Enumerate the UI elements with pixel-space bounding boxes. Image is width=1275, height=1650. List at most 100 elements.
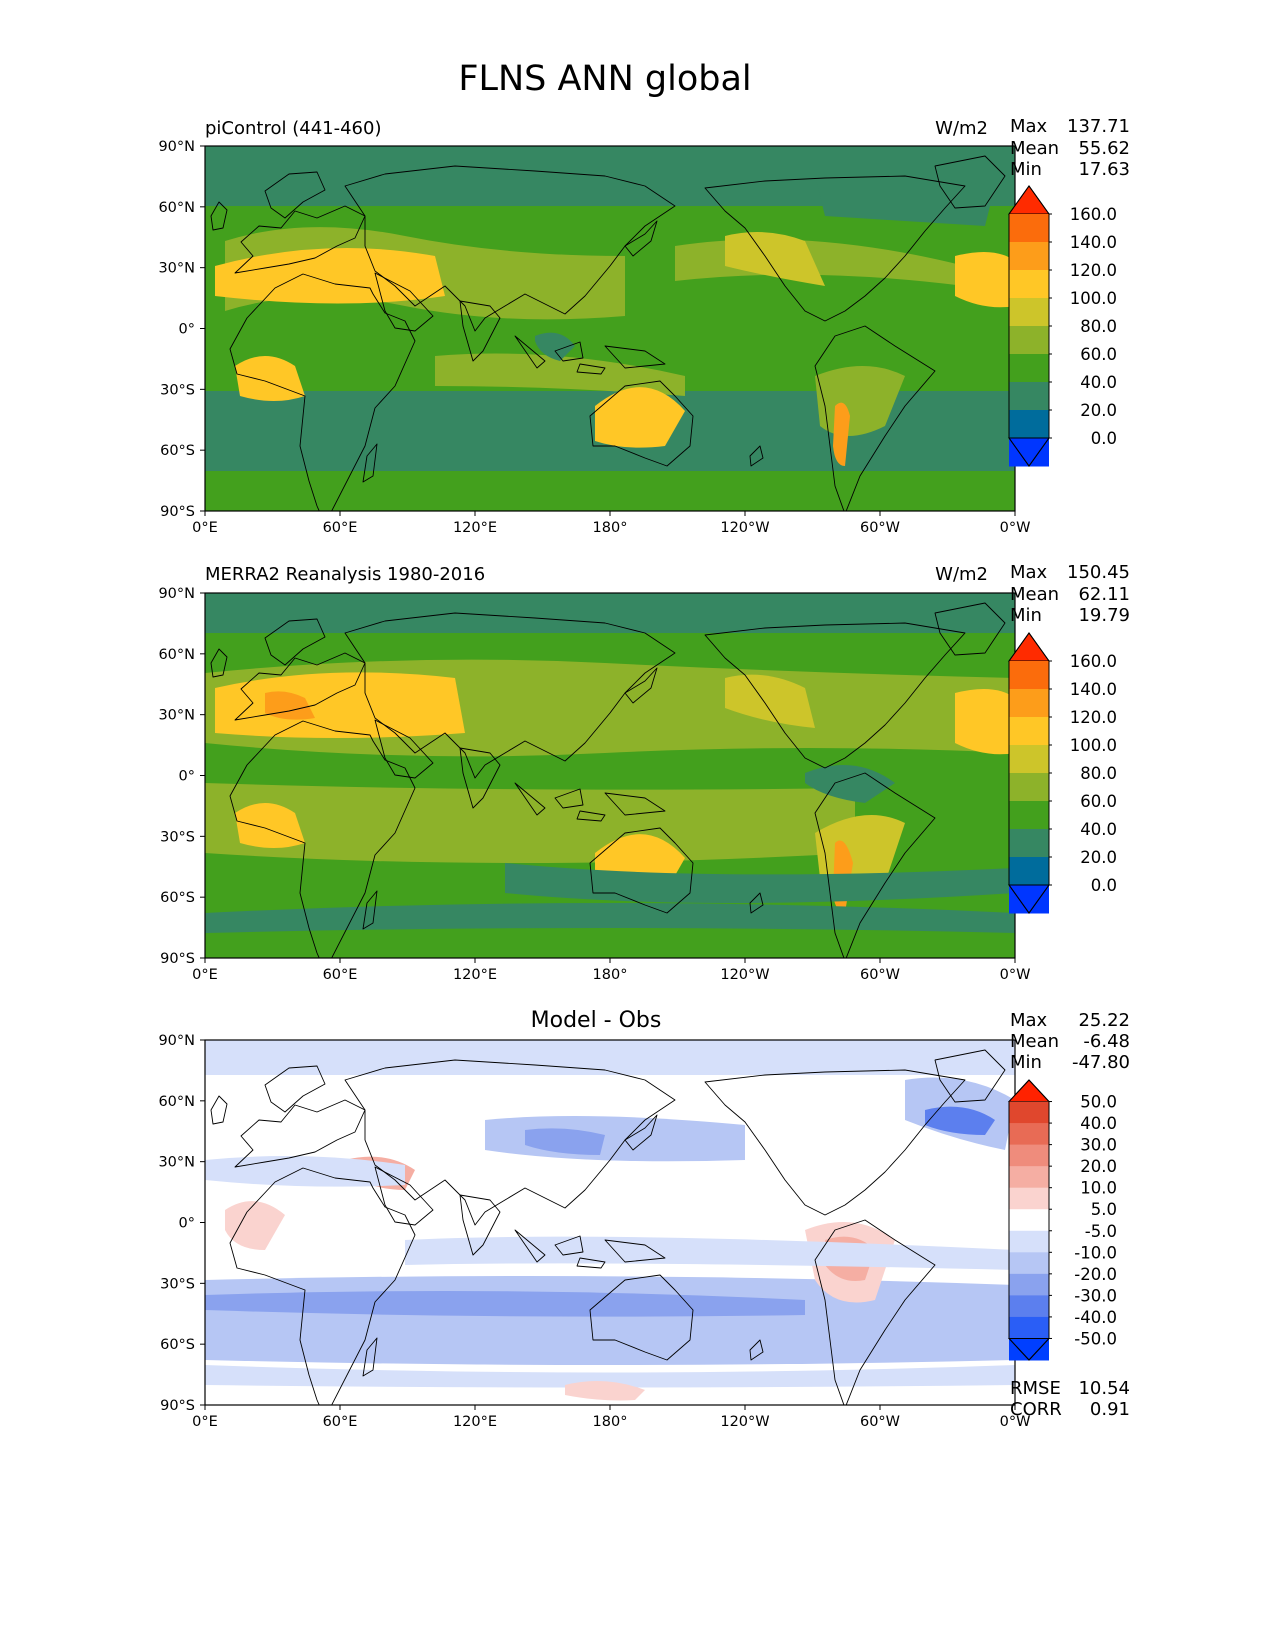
colorbar-segment — [1009, 1295, 1049, 1318]
colorbar-label: -5.0 — [1085, 1222, 1117, 1241]
map-field — [205, 146, 1015, 511]
y-tick-label: 90°N — [158, 586, 195, 602]
y-tick-label: 30°N — [158, 708, 195, 724]
colorbar-label: -50.0 — [1074, 1329, 1117, 1348]
y-tick-label: 30°S — [160, 382, 195, 398]
x-tick-label: 120°W — [720, 520, 769, 536]
colorbar: 160.0 140.0 120.0 100.0 80.0 60.0 40.0 20.0 0.0 — [1008, 185, 1117, 467]
y-tick-label: 90°S — [160, 1398, 195, 1414]
colorbar-segment — [1009, 717, 1049, 746]
y-tick-label: 90°S — [160, 951, 195, 967]
stat-value-min: 17.63 — [1078, 159, 1130, 180]
colorbar-label: 80.0 — [1080, 764, 1117, 783]
colorbar-segment — [1009, 773, 1049, 802]
colorbar-segment — [1009, 1187, 1049, 1210]
stat-label-min: Min — [1010, 159, 1042, 180]
colorbar-segment — [1009, 1316, 1049, 1339]
x-tick-label: 120°W — [720, 1414, 769, 1430]
y-tick-label: 0° — [179, 769, 195, 785]
stat-label-min: Min — [1010, 605, 1042, 626]
x-tick-label: 0°E — [192, 520, 218, 536]
x-tick-label: 60°E — [323, 1414, 358, 1430]
x-tick-label: 60°W — [860, 520, 900, 536]
y-tick-label: 30°S — [160, 829, 195, 845]
x-tick-label: 60°E — [323, 520, 358, 536]
stat-value-min: 19.79 — [1078, 605, 1130, 626]
y-tick-label: 60°S — [160, 890, 195, 906]
stat-value-mean: 62.11 — [1078, 584, 1130, 605]
stat-value-mean: -6.48 — [1083, 1031, 1130, 1052]
panel-units: W/m2 — [935, 564, 988, 585]
y-tick-label: 90°S — [160, 504, 195, 520]
metric-value-rmse: 10.54 — [1078, 1378, 1130, 1399]
x-tick-label: 120°W — [720, 967, 769, 983]
panel-title: piControl (441-460) — [205, 118, 381, 139]
colorbar-label: 5.0 — [1091, 1200, 1117, 1219]
figure-title: FLNS ANN global — [458, 59, 751, 99]
x-tick-label: 180° — [593, 967, 628, 983]
panel-difference: Model - Obs — [158, 1008, 1130, 1430]
colorbar: 160.0 140.0 120.0 100.0 80.0 60.0 40.0 20.0 0.0 — [1008, 632, 1117, 914]
colorbar-label: 100.0 — [1070, 736, 1117, 755]
metric-value-corr: 0.91 — [1090, 1399, 1130, 1420]
panel-title: Model - Obs — [531, 1008, 662, 1033]
colorbar-label: 20.0 — [1080, 1157, 1117, 1176]
stat-value-max: 25.22 — [1078, 1010, 1130, 1031]
y-tick-label: 60°S — [160, 443, 195, 459]
x-tick-label: 0°E — [192, 967, 218, 983]
colorbar-segment — [1009, 298, 1049, 327]
y-tick-label: 90°N — [158, 1033, 195, 1049]
stat-label-mean: Mean — [1010, 584, 1059, 605]
panel-picontrol: piControl (441-460) W/m2 — [158, 116, 1130, 536]
panel-merra2: MERRA2 Reanalysis 1980-2016 W/m2 — [158, 562, 1130, 983]
colorbar-label: 20.0 — [1080, 848, 1117, 867]
colorbar-segment — [1009, 242, 1049, 271]
stat-label-mean: Mean — [1010, 138, 1059, 159]
x-tick-label: 60°W — [860, 1414, 900, 1430]
colorbar-label: 40.0 — [1080, 1114, 1117, 1133]
colorbar-label: 80.0 — [1080, 317, 1117, 336]
colorbar-label: 40.0 — [1080, 820, 1117, 839]
y-tick-label: 60°N — [158, 1094, 195, 1110]
x-tick-label: 120°E — [453, 1414, 497, 1430]
y-tick-label: 30°N — [158, 1155, 195, 1171]
x-tick-label: 120°E — [453, 520, 497, 536]
map-field — [205, 1040, 1015, 1405]
colorbar-segment — [1009, 354, 1049, 383]
y-tick-label: 60°N — [158, 647, 195, 663]
colorbar-label: 60.0 — [1080, 792, 1117, 811]
colorbar-segment — [1009, 1166, 1049, 1189]
colorbar-label: 140.0 — [1070, 680, 1117, 699]
colorbar-segment — [1009, 801, 1049, 830]
colorbar-segment — [1009, 214, 1049, 243]
stat-label-max: Max — [1010, 116, 1048, 137]
colorbar-segment — [1009, 1144, 1049, 1167]
stat-value-min: -47.80 — [1072, 1052, 1130, 1073]
colorbar-label: 0.0 — [1091, 429, 1117, 448]
stat-value-max: 150.45 — [1067, 562, 1130, 583]
y-tick-label: 60°N — [158, 200, 195, 216]
colorbar-label: 160.0 — [1070, 652, 1117, 671]
x-tick-label: 0°W — [1000, 967, 1031, 983]
colorbar-label: 40.0 — [1080, 373, 1117, 392]
colorbar-label: -20.0 — [1074, 1265, 1117, 1284]
colorbar-label: 10.0 — [1080, 1179, 1117, 1198]
colorbar-label: 120.0 — [1070, 261, 1117, 280]
panel-title: MERRA2 Reanalysis 1980-2016 — [205, 564, 485, 585]
colorbar-segment — [1009, 1252, 1049, 1275]
stat-label-min: Min — [1010, 1052, 1042, 1073]
colorbar-label: 20.0 — [1080, 401, 1117, 420]
colorbar-label: 140.0 — [1070, 233, 1117, 252]
colorbar-label: -30.0 — [1074, 1286, 1117, 1305]
stat-label-max: Max — [1010, 562, 1048, 583]
colorbar-label: 120.0 — [1070, 708, 1117, 727]
colorbar: 50.0 40.0 30.0 20.0 10.0 5.0 -5.0 -10.0 -20.0 -30… — [1007, 1079, 1117, 1361]
y-tick-label: 0° — [179, 1216, 195, 1232]
map-field — [205, 593, 1015, 958]
colorbar-label: 30.0 — [1080, 1136, 1117, 1155]
x-tick-label: 180° — [593, 1414, 628, 1430]
x-tick-label: 60°E — [323, 967, 358, 983]
x-tick-label: 180° — [593, 520, 628, 536]
stat-label-mean: Mean — [1010, 1031, 1059, 1052]
